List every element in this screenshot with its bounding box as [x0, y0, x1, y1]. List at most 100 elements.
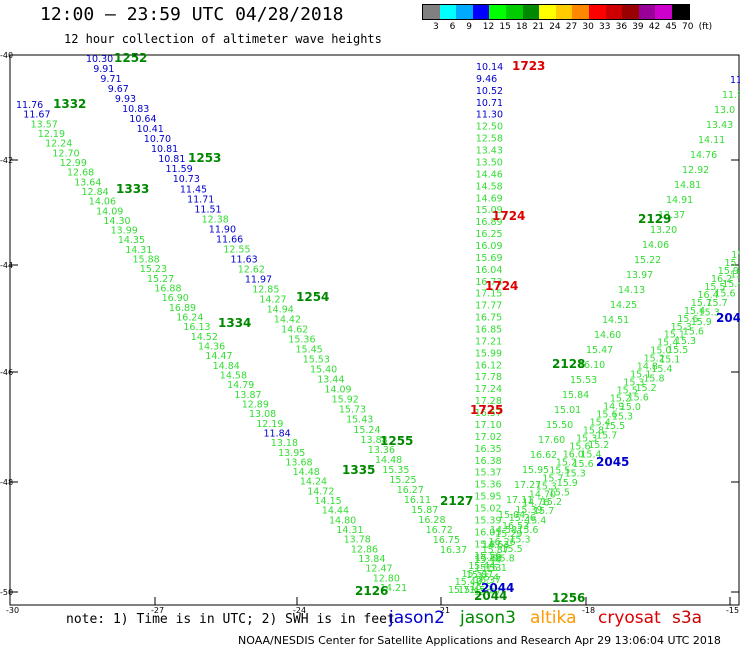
wave-height-value: 15.99: [475, 348, 502, 359]
wave-height-value: 15.5: [704, 282, 725, 293]
wave-height-value: 14.72: [307, 486, 334, 497]
wave-height-value: 14.51: [602, 315, 629, 326]
legend-swatch: [622, 5, 639, 19]
wave-height-value: 15.6: [470, 582, 491, 593]
wave-height-value: 15.3: [671, 322, 692, 333]
track-id-label: 2044: [481, 581, 514, 595]
wave-height-value: 17.78: [475, 372, 502, 383]
wave-height-value: 15.0: [650, 346, 671, 357]
credit-text: NOAA/NESDIS Center for Satellite Applica…: [238, 634, 721, 647]
wave-height-value: 11.63: [231, 254, 258, 265]
wave-height-value: 14.44: [322, 506, 349, 517]
wave-height-value: 16.0: [563, 449, 584, 460]
wave-height-value: 15.5: [667, 345, 688, 356]
legend-label: 70: [682, 22, 694, 32]
wave-height-value: 15.44: [474, 555, 501, 566]
wave-height-value: 15.4: [478, 573, 499, 584]
wave-height-value: 15.9: [557, 478, 578, 489]
wave-height-value: 13.87: [234, 390, 261, 401]
wave-height-value: 14.63: [482, 540, 509, 551]
wave-height-value: 11.84: [264, 428, 291, 439]
wave-height-value: 13.50: [476, 158, 503, 169]
wave-height-value: 16.13: [183, 322, 210, 333]
wave-height-value: 16.37: [474, 575, 501, 586]
wave-height-value: 15.0: [620, 402, 641, 413]
wave-height-value: 15.43: [346, 415, 373, 426]
wave-height-value: 14.8: [637, 362, 658, 373]
wave-height-value: 14.84: [213, 361, 240, 372]
wave-height-value: 17.21: [475, 336, 502, 347]
wave-height-value: 15.22: [634, 255, 661, 266]
legend-labels: 3 6 9 12 15 18 21 24 27 30 33 36 39 42 45 70 (ft): [422, 20, 712, 32]
wave-height-value: 15.35: [382, 465, 409, 476]
wave-height-value: 16.89: [475, 217, 502, 228]
wave-height-value: 17.60: [538, 435, 565, 446]
wave-height-value: 10.30: [86, 54, 113, 65]
wave-height-value: 12.55: [223, 244, 250, 255]
wave-height-value: 15.36: [288, 335, 315, 346]
wave-height-value: 15.4: [651, 364, 672, 375]
track-id-label: 1255: [380, 434, 413, 448]
wave-height-value: 15.53: [570, 375, 597, 386]
track-id-label: 1332: [53, 97, 86, 111]
wave-height-value: 15.53: [474, 563, 501, 574]
map-frame: [9, 54, 740, 606]
wave-height-value: 15.6: [569, 441, 590, 452]
wave-height-value: 15.87: [482, 545, 509, 556]
wave-height-value: 14.91: [666, 195, 693, 206]
wave-height-value: 16.09: [475, 241, 502, 252]
wave-height-value: 15.45: [458, 585, 485, 596]
wave-height-value: 15.4: [684, 306, 705, 317]
wave-height-value: 14.11: [698, 135, 725, 146]
sat-s3a: s3a: [672, 608, 703, 628]
legend-label: 27: [565, 22, 578, 32]
track-id-label: 1252: [114, 51, 147, 65]
sat-jason3: jason3: [460, 608, 516, 628]
wave-height-value: 13.0: [714, 105, 735, 116]
wave-height-value: 14.13: [618, 285, 645, 296]
wave-height-value: 14.48: [375, 455, 402, 466]
legend-label: 45: [665, 22, 677, 32]
wave-height-value: 15.87: [466, 570, 493, 581]
track-id-label: 204: [716, 311, 740, 325]
wave-height-value: 15.5: [549, 487, 570, 498]
wave-height-value: 15.23: [140, 264, 167, 275]
legend-swatch: [555, 5, 573, 19]
wave-height-value: 15.27: [147, 274, 174, 285]
wave-height-value: 15.2: [610, 394, 631, 405]
wave-height-value: 15.5: [617, 386, 638, 397]
wave-height-value: 11.30: [476, 110, 503, 121]
wave-height-value: 15.60: [475, 553, 502, 564]
wave-height-value: 12.58: [476, 134, 503, 145]
wave-height-value: 15.40: [310, 365, 337, 376]
wave-height-value: 13.88: [361, 435, 388, 446]
legend-swatch: [505, 5, 523, 19]
legend-swatch: [472, 5, 490, 19]
wave-height-value: 15.95: [522, 465, 549, 476]
wave-height-value: 14.15: [315, 496, 342, 507]
wave-height-value: 14.62: [281, 325, 308, 336]
wave-height-value: 16.27: [397, 485, 424, 496]
wave-height-value: 16.05: [474, 527, 501, 538]
wave-height-value: 16: [738, 260, 740, 271]
note-text: note: 1) Time is in UTC; 2) SWH is in fe…: [66, 612, 395, 627]
lat-label: -46: [0, 368, 13, 377]
legend-swatch: [671, 5, 689, 19]
wave-height-value: 15.3: [536, 481, 557, 492]
wave-height-value: 15.71: [448, 585, 475, 596]
wave-height-value: 15.1: [630, 370, 651, 381]
wave-height-value: 12.19: [256, 419, 283, 430]
wave-height-value: 13.44: [317, 375, 344, 386]
wave-height-value: 11.9: [722, 90, 740, 101]
wave-height-value: 15.5: [502, 544, 523, 555]
legend-swatch: [572, 5, 589, 19]
wave-height-value: 15.1: [664, 330, 685, 341]
track-id-label: 1334: [218, 316, 251, 330]
wave-height-value: 13.95: [278, 448, 305, 459]
wave-height-value: 16.38: [475, 456, 502, 467]
page-subtitle: 12 hour collection of altimeter wave hei…: [64, 32, 382, 46]
wave-height-value: 16.2: [711, 274, 732, 285]
wave-height-value: 14.42: [274, 315, 301, 326]
wave-height-value: 9.91: [93, 64, 114, 75]
wave-height-value: 14.58: [476, 181, 503, 192]
